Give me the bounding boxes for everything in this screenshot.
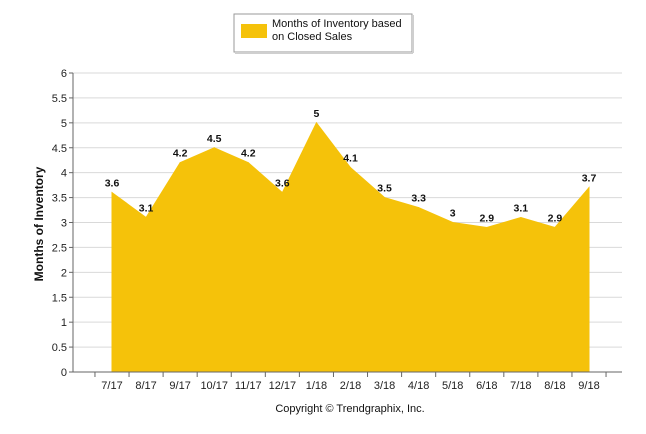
x-tick-label: 9/17 [169, 380, 190, 392]
y-tick-label: 4 [61, 168, 67, 180]
data-label: 2.9 [548, 212, 563, 224]
data-point [145, 217, 147, 219]
data-label: 3.5 [377, 183, 392, 195]
data-label: 4.1 [343, 153, 358, 165]
data-label: 3.6 [105, 178, 120, 190]
y-axis-title: Months of Inventory [32, 166, 46, 281]
data-label: 3 [450, 208, 456, 220]
x-tick-label: 4/18 [408, 380, 429, 392]
y-tick-label: 0.5 [52, 342, 67, 354]
x-tick-labels: 7/17 8/17 9/17 10/17 11/17 12/17 1/18 2/18 3/18 4… [101, 380, 599, 392]
data-point [247, 162, 249, 164]
x-tick-label: 7/17 [101, 380, 122, 392]
data-point [315, 122, 317, 124]
axes [69, 72, 622, 377]
y-tick-label: 3.5 [52, 193, 67, 205]
copyright-footer: Copyright © Trendgraphix, Inc. [275, 403, 424, 415]
series-area [111, 121, 590, 373]
data-label: 3.3 [411, 193, 426, 205]
legend-swatch [241, 24, 267, 38]
legend-label-line-1: Months of Inventory based [272, 18, 402, 30]
y-tick-label: 5 [61, 118, 67, 130]
data-label: 4.2 [241, 148, 256, 160]
x-tick-label: 5/18 [442, 380, 463, 392]
data-point [281, 192, 283, 194]
x-tick-label: 8/18 [544, 380, 565, 392]
data-point [111, 192, 113, 194]
x-tick-label: 12/17 [269, 380, 297, 392]
data-point [588, 187, 590, 189]
x-tick-label: 9/18 [578, 380, 599, 392]
data-label: 4.2 [173, 148, 188, 160]
x-tick-label: 10/17 [200, 380, 228, 392]
x-tick-label: 8/17 [135, 380, 156, 392]
x-tick-label: 2/18 [340, 380, 361, 392]
data-point [350, 167, 351, 169]
data-label: 3.7 [582, 173, 597, 185]
data-point [486, 226, 488, 228]
y-tick-label: 1 [61, 317, 67, 329]
data-point [179, 162, 181, 164]
x-tick-label: 11/17 [235, 380, 262, 392]
data-point [554, 226, 556, 228]
data-point [213, 147, 215, 149]
y-tick-label: 3 [61, 218, 67, 230]
data-point [418, 207, 420, 209]
legend-label-line-2: on Closed Sales [272, 31, 353, 43]
data-point [520, 217, 522, 219]
data-point [452, 222, 454, 223]
data-label: 2.9 [479, 212, 494, 224]
y-tick-label: 4.5 [52, 143, 67, 155]
chart-legend: Months of Inventory based on Closed Sale… [233, 13, 414, 54]
x-tick-label: 7/18 [510, 380, 531, 392]
x-tick-label: 3/18 [374, 380, 395, 392]
data-labels: 3.6 3.1 4.2 4.5 4.2 3.6 5 4.1 3.5 3.3 3 2.9 3.1 2.9 3.… [105, 108, 597, 225]
y-tick-label: 2 [61, 267, 67, 279]
x-tick-label: 6/18 [476, 380, 497, 392]
y-tick-label: 1.5 [52, 292, 67, 304]
series-area-fill [111, 121, 590, 373]
data-point [384, 197, 386, 199]
data-label: 3.1 [514, 203, 529, 215]
y-tick-label: 6 [61, 68, 67, 80]
x-tick-label: 1/18 [306, 380, 327, 392]
data-label: 4.5 [207, 133, 222, 145]
y-tick-label: 2.5 [52, 242, 67, 254]
y-tick-label: 5.5 [52, 93, 67, 105]
data-label: 3.1 [139, 203, 154, 215]
data-label: 5 [314, 108, 320, 120]
y-tick-labels: 0 0.5 1 1.5 2 2.5 3 3.5 4 4.5 5 5.5 6 [52, 68, 67, 379]
data-label: 3.6 [275, 178, 290, 190]
y-tick-label: 0 [61, 367, 67, 379]
